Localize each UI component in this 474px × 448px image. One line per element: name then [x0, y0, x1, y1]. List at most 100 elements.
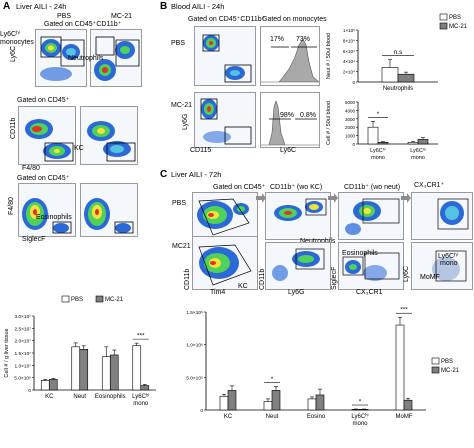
y-tick-label: 1×10⁵	[343, 28, 355, 33]
bar	[79, 348, 89, 391]
y-tick-label: 6×10⁴	[343, 49, 355, 54]
a-flow-scatter-4	[81, 107, 137, 164]
x-tick-label: mono	[371, 155, 385, 161]
gating-arrow-icon	[401, 193, 411, 203]
c-mc21-label: MC21	[172, 243, 191, 250]
a-col-mc21: MC-21	[111, 13, 133, 20]
y-tick-label: 2×10⁴	[343, 70, 355, 75]
c-tim4-axis: Tim4	[210, 289, 226, 296]
bar	[132, 345, 142, 391]
c-kc-label: KC	[238, 283, 248, 290]
y-tick-label: 1.0×10⁷	[14, 363, 31, 369]
a-gate3: Gated on CD45⁺	[17, 175, 70, 182]
b-mc21-label: MC-21	[171, 102, 193, 109]
bar	[271, 390, 281, 411]
a-flow-plot-pbs-2	[18, 106, 76, 165]
b-ly6g-axis: Ly6G	[182, 113, 189, 130]
bar	[263, 401, 273, 411]
bar	[109, 354, 119, 391]
bar	[417, 139, 429, 145]
a-flow-scatter-5	[19, 184, 75, 236]
b-gate2: Gated on monocytes	[262, 16, 327, 23]
b-flow-scatter-2	[195, 93, 255, 147]
x-tick-label: mono	[352, 421, 368, 427]
legend-label: PBS	[71, 297, 83, 303]
bar	[101, 356, 111, 391]
c-flow-plot-pbs-2	[265, 192, 331, 240]
bar	[367, 126, 379, 145]
a-flow-scatter-1	[36, 30, 86, 86]
panel-c-label: C	[160, 169, 168, 180]
a-flow-plot-mc21-2	[80, 106, 138, 165]
y-tick-label: 8×10⁴	[343, 38, 355, 43]
a-flow-scatter-6	[81, 184, 137, 236]
bar	[397, 73, 415, 83]
x-tick-label: Eosino	[307, 414, 326, 420]
panel-c-title: Liver AILI - 72h	[171, 170, 222, 179]
c-cd11b-axis2: CD11b	[259, 268, 266, 290]
x-tick-label: Neut	[73, 394, 86, 400]
bar	[359, 409, 369, 411]
a-eosinophils-label: Eosinophils	[36, 214, 72, 221]
a-gate1: Gated on CD45⁺CD11b⁺	[44, 21, 122, 28]
b-pct98: 98%	[280, 112, 295, 119]
significance-label: n.s	[394, 49, 403, 56]
c-siglecf-axis: SiglecF	[331, 266, 338, 290]
bar	[395, 324, 405, 411]
a-flow-plot-mc21-1	[90, 29, 142, 87]
b-cd115-axis: CD115	[190, 147, 212, 154]
c-gate-cd11b-kc: CD11b⁺ (wo KC)	[270, 184, 323, 191]
c-flow-scatter-6	[266, 243, 330, 289]
significance-label: *	[377, 111, 380, 118]
a-flow-scatter-2	[91, 30, 141, 86]
y-axis-label: Cell # / g liver tissue	[4, 328, 10, 377]
legend-swatch	[439, 22, 448, 30]
significance-label: *	[271, 376, 274, 383]
y-tick-label: 0	[352, 80, 355, 85]
c-flow-plot-pbs-3	[338, 192, 404, 240]
c-flow-scatter-5	[193, 237, 257, 289]
chart-c-bar: 0 5.0×10⁵ 1.0×10⁶ 1.5×10⁶ KC Neut Eosino Ly6Cʰⁱ…	[186, 307, 460, 427]
b-flow-scatter-1	[195, 27, 255, 85]
panel-b-label: B	[160, 1, 168, 12]
c-flow-plot-mc21-3	[338, 242, 404, 290]
a-flow-plot-pbs-3	[18, 183, 76, 237]
y-tick-label: 0	[200, 408, 203, 414]
b-flow-plot-pbs	[194, 26, 256, 86]
panel-a-label: A	[3, 1, 11, 12]
legend-label: MC-21	[441, 368, 460, 374]
c-flow-plot-pbs-1	[192, 192, 258, 240]
c-ly6chi-label: Ly6Cʰⁱ	[438, 253, 459, 260]
y-tick-label: 2.5×10⁷	[14, 326, 31, 332]
bar	[140, 385, 150, 391]
x-tick-label: mono	[411, 155, 425, 161]
c-ly6g-axis: Ly6G	[288, 289, 305, 296]
x-tick-label: KC	[45, 394, 54, 400]
y-axis-label: Cell # / 50ul blood	[326, 101, 332, 145]
y-tick-label: 1.5×10⁷	[14, 351, 31, 357]
gating-arrow-icon	[256, 193, 266, 203]
c-flow-scatter-2	[266, 193, 330, 239]
a-f480-axis2: F4/80	[8, 197, 15, 215]
b-pbs-label: PBS	[171, 40, 186, 47]
c-eosinophils-label: Eosinophils	[342, 250, 378, 257]
c-gate-cd11b-neut: CD11b⁺ (wo neut)	[344, 184, 401, 191]
bar	[377, 142, 389, 145]
c-flow-scatter-1	[193, 193, 257, 239]
bar	[227, 390, 237, 411]
bar	[403, 399, 413, 411]
a-f480-axis: F4/80	[22, 165, 40, 172]
a-ly6c-axis: Ly6C	[10, 45, 17, 62]
x-tick-label: Neutrophils	[383, 86, 413, 92]
bar	[219, 395, 229, 411]
legend-swatch	[431, 357, 440, 365]
x-tick-label: Ly6Cˡᵒ	[410, 147, 426, 154]
c-gate-cx3cr1: CX₃CR1⁺	[414, 182, 445, 189]
c-flow-plot-mc21-2	[265, 242, 331, 290]
y-tick-label: 2000	[345, 125, 356, 130]
c-flow-scatter-8	[412, 243, 472, 289]
legend-swatch	[431, 366, 440, 374]
bar	[307, 398, 317, 411]
b-gate1: Gated on CD45⁺CD11b⁺	[188, 16, 266, 23]
x-tick-label: MoMF	[396, 414, 413, 420]
